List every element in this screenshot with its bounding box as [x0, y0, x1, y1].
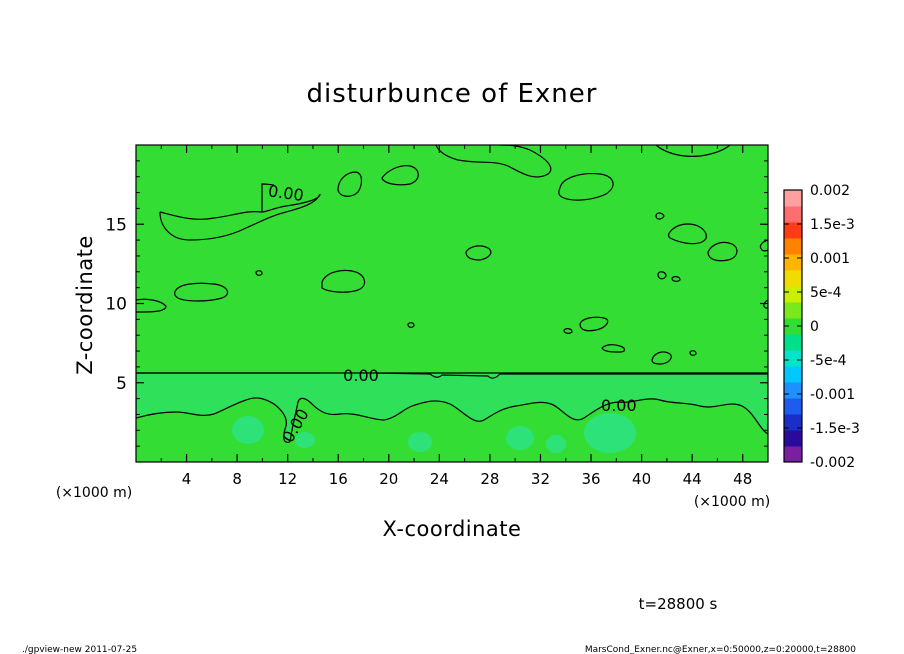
x-axis-unit-right: (×1000 m)	[694, 494, 770, 510]
y-axis-ticks: 5 10 15	[105, 160, 768, 447]
plot-area: 0.000.000.000.00 4 8 12 16 20 24 28 32 36 40 44 48 …	[105, 144, 769, 488]
upper-contours	[136, 145, 768, 365]
colorbar-swatch	[784, 334, 802, 351]
time-label: t=28800 s	[639, 595, 718, 613]
contour-label: 0.00	[343, 366, 379, 385]
cell-blob	[584, 413, 636, 453]
y-tick-label: 5	[116, 374, 127, 394]
y-axis-label: Z-coordinate	[73, 235, 97, 375]
field-background	[136, 145, 768, 462]
x-tick-label: 12	[278, 470, 297, 488]
footer-left: ./gpview-new 2011-07-25	[22, 645, 137, 654]
x-axis-label: X-coordinate	[383, 517, 522, 541]
chart-title: disturbunce of Exner	[307, 79, 598, 109]
cell-blob	[232, 416, 264, 444]
cell-blob	[408, 432, 432, 452]
x-axis-unit-left: (×1000 m)	[56, 485, 132, 501]
colorbar-swatch	[784, 206, 802, 223]
contour-label: 0.00	[601, 396, 637, 415]
colorbar-swatch	[784, 398, 802, 415]
colorbar-swatch	[784, 190, 802, 207]
colorbar-swatch	[784, 238, 802, 255]
colorbar-swatch	[784, 302, 802, 319]
cell-blob	[295, 432, 315, 448]
colorbar-swatch	[784, 446, 802, 463]
x-tick-label: 16	[329, 470, 348, 488]
colorbar-label: -5e-4	[810, 353, 847, 369]
colorbar-swatch	[784, 286, 802, 303]
colorbar-label: 1.5e-3	[810, 217, 855, 233]
x-tick-label: 32	[531, 470, 550, 488]
colorbar-label: -1.5e-3	[810, 421, 860, 437]
contour-top-edge	[136, 372, 768, 379]
x-axis-ticks: 4 8 12 16 20 24 28 32 36 40 44 48	[160, 145, 752, 488]
colorbar-label: 5e-4	[810, 285, 842, 301]
x-tick-label: 48	[733, 470, 752, 488]
x-tick-label: 36	[581, 470, 600, 488]
colorbar-label: -0.001	[810, 387, 855, 403]
colorbar-label: -0.002	[810, 455, 855, 471]
colorbar-swatch	[784, 254, 802, 271]
x-tick-label: 28	[480, 470, 499, 488]
colorbar-swatch	[784, 350, 802, 367]
x-tick-label: 40	[632, 470, 651, 488]
colorbar-label: 0	[810, 319, 819, 335]
colorbar-swatch	[784, 430, 802, 447]
colorbar-swatch	[784, 222, 802, 239]
cell-blob	[546, 435, 566, 453]
colorbar-label: 0.001	[810, 251, 850, 267]
x-tick-label: 20	[379, 470, 398, 488]
colorbar-label: 0.002	[810, 183, 850, 199]
colorbar-swatch	[784, 318, 802, 335]
x-tick-label: 8	[232, 470, 242, 488]
lower-band	[136, 372, 768, 453]
x-tick-label: 4	[182, 470, 192, 488]
colorbar-swatch	[784, 382, 802, 399]
footer-right: MarsCond_Exner.nc@Exner,x=0:50000,z=0:20…	[585, 645, 856, 654]
y-tick-label: 15	[105, 215, 127, 235]
colorbar-swatch	[784, 414, 802, 431]
cell-blob	[506, 426, 534, 450]
colorbar-swatch	[784, 270, 802, 287]
x-tick-label: 44	[683, 470, 702, 488]
contour-label: 0.00	[267, 181, 305, 205]
lower-layer-fill	[136, 372, 768, 443]
x-tick-label: 24	[430, 470, 449, 488]
y-tick-label: 10	[105, 295, 127, 315]
colorbar-swatch	[784, 366, 802, 383]
colorbar: 0.002 1.5e-3 0.001 5e-4 0 -5e-4 -0.001 -1.5e-3 -…	[783, 183, 860, 471]
